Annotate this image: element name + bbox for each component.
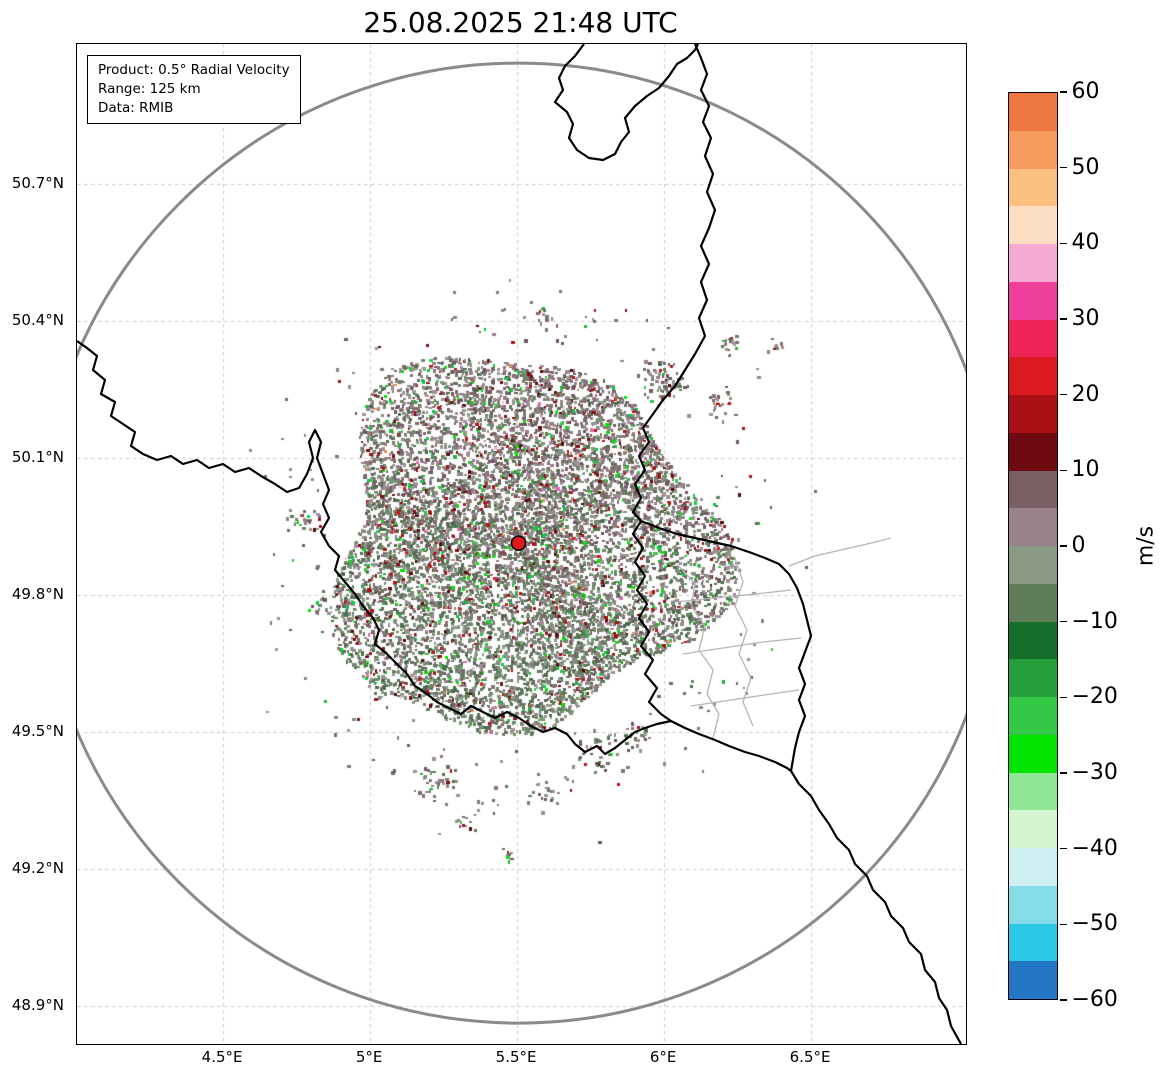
x-tick-label: 5°E xyxy=(355,1048,383,1066)
colorbar-segment xyxy=(1009,583,1057,622)
colorbar-segment xyxy=(1009,168,1057,207)
country-border xyxy=(553,44,699,162)
colorbar-tick xyxy=(1059,91,1067,93)
colorbar-tick-label: 20 xyxy=(1071,381,1100,407)
x-tick-label: 4.5°E xyxy=(201,1048,243,1066)
data-source-info-line: Data: RMIB xyxy=(98,99,174,116)
colorbar-segment xyxy=(1009,810,1057,848)
map-overlay-layer xyxy=(77,44,966,1044)
country-border xyxy=(631,520,672,722)
colorbar-tick xyxy=(1059,847,1067,850)
colorbar-tick-label: −60 xyxy=(1071,987,1118,1012)
admin-border xyxy=(674,589,792,603)
range-info-line: Range: 125 km xyxy=(98,80,201,97)
product-info-box: Product: 0.5° Radial Velocity Range: 125… xyxy=(87,55,301,124)
colorbar-tick-label: 0 xyxy=(1071,533,1086,558)
admin-border xyxy=(682,637,802,655)
admin-border xyxy=(676,563,720,739)
x-tick-label: 6.5°E xyxy=(789,1048,831,1066)
colorbar-tick xyxy=(1059,393,1067,396)
y-tick-label: 50.7°N xyxy=(11,174,64,193)
colorbar-segment xyxy=(1009,697,1057,735)
longitude-axis: 4.5°E 5°E 5.5°E 6°E 6.5°E xyxy=(76,1048,965,1072)
range-ring xyxy=(77,61,966,1025)
colorbar-tick-label: −10 xyxy=(1071,608,1118,634)
colorbar-segment xyxy=(1009,206,1057,244)
map-plot: Product: 0.5° Radial Velocity Range: 125… xyxy=(76,43,967,1045)
colorbar-segment xyxy=(1009,848,1057,886)
colorbar-segment xyxy=(1009,734,1057,773)
colorbar-segment xyxy=(1009,244,1057,282)
latitude-axis: 50.7°N 50.4°N 50.1°N 49.8°N 49.5°N 49.2°N 48.9… xyxy=(0,43,70,1043)
country-border xyxy=(790,770,962,1044)
colorbar-tick xyxy=(1059,772,1067,774)
y-tick-label: 50.1°N xyxy=(11,448,64,467)
colorbar-segment xyxy=(1009,130,1057,169)
x-tick-label: 6°E xyxy=(649,1048,677,1066)
timestamp-title: 25.08.2025 21:48 UTC xyxy=(363,6,678,39)
colorbar xyxy=(1008,92,1058,1000)
colorbar-segment xyxy=(1009,508,1057,546)
y-tick-label: 49.8°N xyxy=(11,585,64,604)
colorbar-tick-label: 10 xyxy=(1071,457,1100,483)
colorbar-segment xyxy=(1009,621,1057,660)
colorbar-tick xyxy=(1059,923,1067,926)
colorbar-tick xyxy=(1059,999,1067,1001)
colorbar-segment xyxy=(1009,772,1057,811)
colorbar-tick-label: −30 xyxy=(1071,760,1118,785)
colorbar-segment xyxy=(1009,885,1057,924)
product-info-line: Product: 0.5° Radial Velocity xyxy=(98,62,290,78)
colorbar-segment xyxy=(1009,546,1057,584)
admin-border xyxy=(788,537,892,567)
colorbar-tick xyxy=(1059,242,1067,245)
y-tick-label: 49.5°N xyxy=(11,722,64,741)
colorbar-tick xyxy=(1059,620,1067,623)
colorbar-segment xyxy=(1009,93,1057,131)
colorbar-tick-label: −40 xyxy=(1071,835,1118,861)
country-border xyxy=(640,519,813,772)
colorbar-tick-label: 30 xyxy=(1071,306,1100,331)
colorbar-tick xyxy=(1059,696,1067,699)
y-tick-label: 50.4°N xyxy=(11,311,64,330)
colorbar-segment xyxy=(1009,923,1057,962)
colorbar-unit-label: m/s xyxy=(1133,525,1159,567)
colorbar-tick-label: −50 xyxy=(1071,911,1118,937)
colorbar-tick-label: 50 xyxy=(1071,154,1100,180)
admin-border xyxy=(690,689,800,707)
country-border xyxy=(670,720,792,772)
colorbar-tick-label: 40 xyxy=(1071,230,1100,256)
colorbar-tick xyxy=(1059,545,1067,547)
country-border xyxy=(631,44,717,522)
colorbar-segment xyxy=(1009,319,1057,358)
colorbar-tick xyxy=(1059,469,1067,472)
colorbar-segment xyxy=(1009,395,1057,433)
country-border xyxy=(77,340,672,756)
colorbar-tick-label: −20 xyxy=(1071,684,1118,710)
colorbar-segment xyxy=(1009,357,1057,395)
admin-border xyxy=(734,557,754,727)
colorbar-segment xyxy=(1009,281,1057,320)
colorbar-tick-area: 60 50 40 30 20 10 0 −10 −20 −30 −40 −50 −60 xyxy=(1059,79,1170,1012)
colorbar-segment xyxy=(1009,659,1057,697)
colorbar-segment xyxy=(1009,961,1057,999)
y-tick-label: 49.2°N xyxy=(11,859,64,878)
y-tick-label: 48.9°N xyxy=(11,996,64,1015)
colorbar-tick xyxy=(1059,318,1067,320)
colorbar-segment xyxy=(1009,470,1057,509)
radar-site-marker xyxy=(510,535,527,551)
colorbar-segment xyxy=(1009,432,1057,471)
colorbar-tick xyxy=(1059,166,1067,169)
x-tick-label: 5.5°E xyxy=(495,1048,537,1066)
colorbar-tick-label: 60 xyxy=(1071,79,1100,104)
